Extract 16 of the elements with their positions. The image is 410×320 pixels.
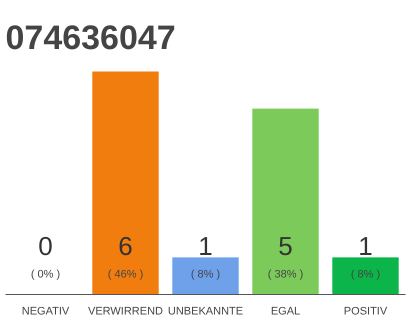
annotation: ( 8% ) (190, 268, 220, 280)
x-tick-label: NEGATIV (22, 306, 70, 318)
annotation: ( 0% ) (30, 268, 60, 280)
data-label: 0 (38, 231, 53, 262)
x-tick-label: UNBEKANNTE (168, 306, 244, 318)
annotation: ( 38% ) (268, 268, 304, 280)
x-tick-label: VERWIRREND (88, 306, 164, 318)
x-tick-label: EGAL (270, 306, 300, 318)
annotation: ( 46% ) (108, 268, 144, 280)
data-label: 1 (358, 231, 373, 262)
data-label: 6 (118, 231, 133, 262)
data-label: 5 (278, 231, 293, 262)
annotation: ( 8% ) (350, 268, 380, 280)
x-tick-label: POSITIV (344, 306, 388, 318)
data-label: 1 (198, 231, 213, 262)
chart-title: 074636047 (6, 19, 176, 57)
